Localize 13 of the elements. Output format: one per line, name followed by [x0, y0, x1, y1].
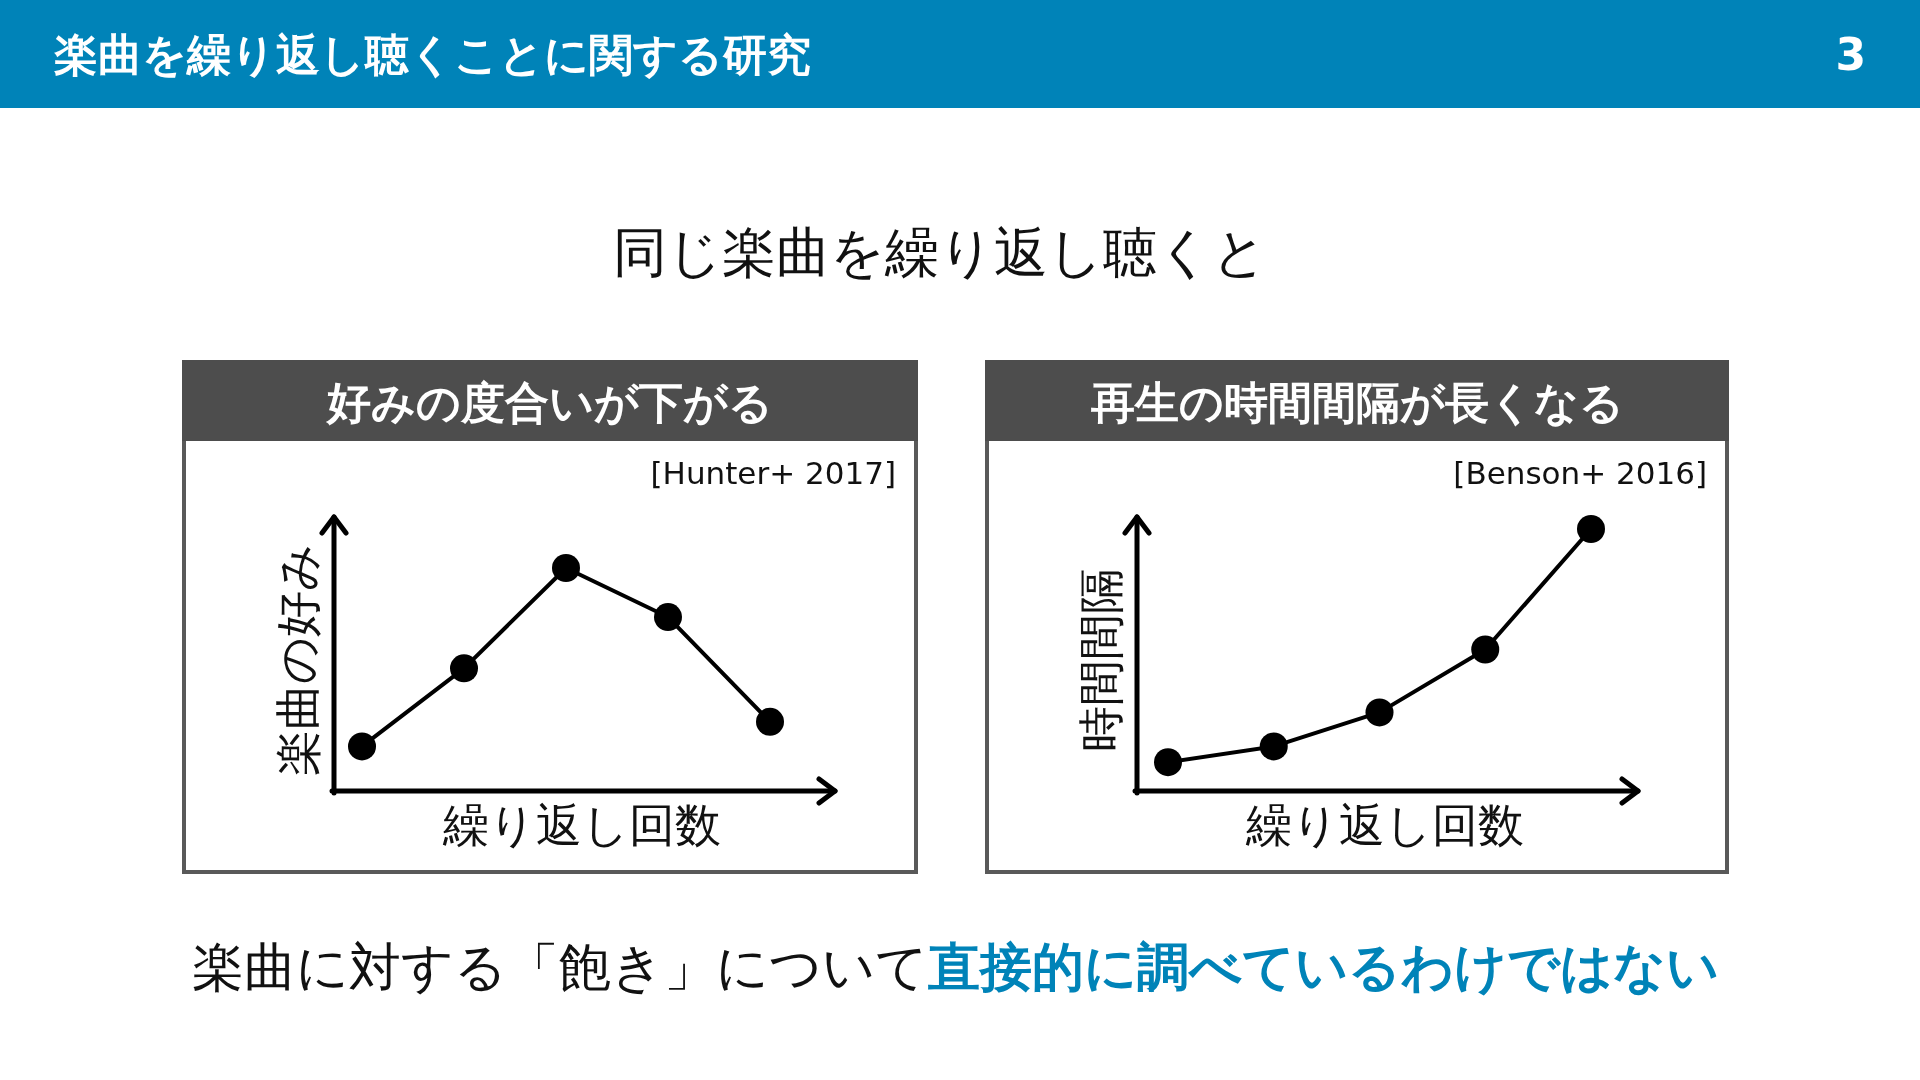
text: [Hunter+ 2017] [650, 455, 896, 491]
text: 楽曲を繰り返し聴くことに関する研究 [54, 28, 811, 80]
text: 直接的に調べているわけではない [926, 937, 1719, 997]
y-axis-title: 時間間隔 [1074, 568, 1128, 752]
text: [Benson+ 2016] [1453, 455, 1707, 491]
chart-title: 好みの度合いが下がる [325, 376, 773, 428]
text: 3 [1835, 28, 1866, 80]
text: 同じ楽曲を繰り返し聴くと [613, 220, 1267, 284]
text: 楽曲に対する「飽き」について [191, 937, 928, 997]
chart-title: 再生の時間間隔が長くなる [1089, 376, 1624, 428]
y-axis-title: 楽曲の好み [271, 544, 325, 776]
x-axis-title: 繰り返し回数 [442, 798, 721, 852]
x-axis-title: 繰り返し回数 [1245, 798, 1524, 852]
